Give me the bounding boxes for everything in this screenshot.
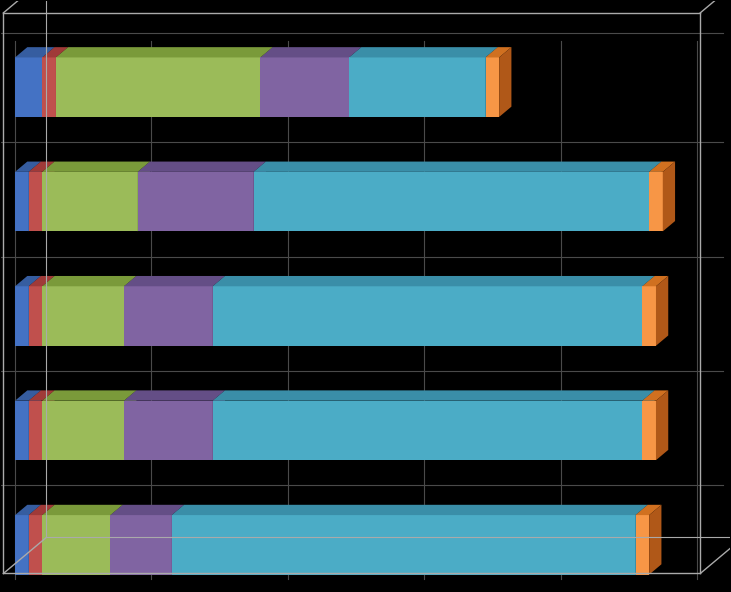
Polygon shape (635, 505, 662, 515)
Polygon shape (124, 390, 225, 401)
Bar (15, 57, 42, 117)
Polygon shape (15, 390, 41, 401)
Bar (485, 57, 499, 117)
Polygon shape (124, 390, 137, 460)
Polygon shape (29, 390, 55, 401)
Polygon shape (485, 47, 512, 57)
Bar (56, 57, 260, 117)
Polygon shape (649, 505, 662, 575)
Bar (124, 287, 213, 346)
Bar (42, 287, 124, 346)
Polygon shape (29, 276, 41, 346)
Bar (649, 172, 663, 231)
Bar (29, 515, 42, 575)
Bar (124, 401, 213, 460)
Bar (42, 401, 124, 460)
Polygon shape (172, 505, 648, 515)
Polygon shape (42, 276, 55, 346)
Polygon shape (213, 390, 654, 401)
Polygon shape (124, 276, 225, 287)
Polygon shape (15, 47, 55, 57)
Polygon shape (56, 47, 273, 57)
Polygon shape (349, 47, 498, 57)
Bar (29, 401, 42, 460)
Bar (213, 287, 643, 346)
Polygon shape (649, 162, 662, 231)
Bar (42, 172, 137, 231)
Polygon shape (42, 162, 150, 172)
Polygon shape (29, 505, 41, 575)
Bar (29, 287, 42, 346)
Polygon shape (15, 162, 41, 172)
Polygon shape (499, 47, 512, 117)
Polygon shape (42, 505, 55, 575)
Polygon shape (42, 47, 55, 117)
Polygon shape (643, 276, 654, 346)
Polygon shape (643, 390, 654, 460)
Polygon shape (649, 162, 675, 172)
Bar (254, 172, 649, 231)
Polygon shape (42, 47, 68, 57)
Polygon shape (29, 505, 55, 515)
Bar (137, 172, 254, 231)
Polygon shape (29, 162, 41, 231)
Polygon shape (110, 505, 184, 515)
Polygon shape (260, 47, 361, 57)
Polygon shape (643, 276, 668, 287)
Bar (643, 401, 656, 460)
Bar (643, 287, 656, 346)
Polygon shape (15, 276, 41, 287)
Polygon shape (137, 162, 150, 231)
Bar (15, 287, 29, 346)
Polygon shape (42, 276, 137, 287)
Polygon shape (29, 276, 55, 287)
Polygon shape (643, 390, 668, 401)
Bar (172, 515, 635, 575)
Polygon shape (172, 505, 184, 575)
Polygon shape (42, 390, 55, 460)
Polygon shape (110, 505, 123, 575)
Bar (260, 57, 349, 117)
Bar (15, 401, 29, 460)
Polygon shape (29, 162, 55, 172)
Polygon shape (213, 276, 225, 346)
Bar (42, 515, 110, 575)
Polygon shape (15, 505, 41, 515)
Bar (635, 515, 649, 575)
Polygon shape (29, 390, 41, 460)
Bar (349, 57, 485, 117)
Polygon shape (254, 162, 662, 172)
Polygon shape (349, 47, 361, 117)
Bar (42, 57, 56, 117)
Polygon shape (42, 390, 137, 401)
Bar (110, 515, 172, 575)
Polygon shape (213, 390, 225, 460)
Polygon shape (42, 162, 55, 231)
Bar (29, 172, 42, 231)
Polygon shape (260, 47, 273, 117)
Polygon shape (124, 276, 137, 346)
Polygon shape (485, 47, 498, 117)
Polygon shape (42, 505, 123, 515)
Polygon shape (635, 505, 648, 575)
Polygon shape (656, 390, 668, 460)
Bar (15, 515, 29, 575)
Polygon shape (213, 276, 654, 287)
Polygon shape (254, 162, 266, 231)
Polygon shape (137, 162, 266, 172)
Polygon shape (56, 47, 68, 117)
Polygon shape (656, 276, 668, 346)
Polygon shape (663, 162, 675, 231)
Bar (213, 401, 643, 460)
Bar (15, 172, 29, 231)
